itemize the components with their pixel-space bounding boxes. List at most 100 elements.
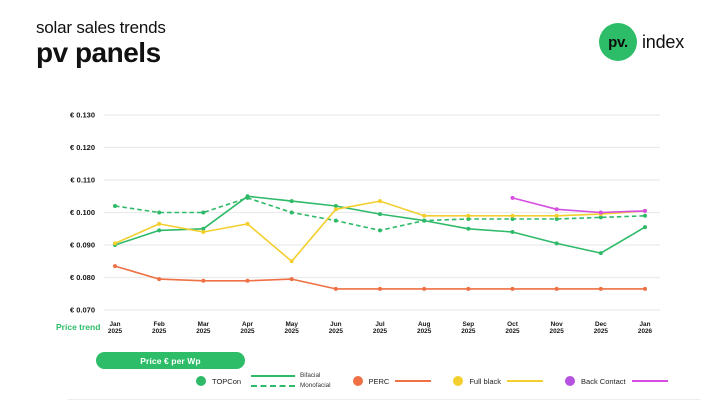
data-point-back-contact [554, 207, 559, 212]
data-point-back-contact [510, 195, 515, 200]
data-point-topcon-monofacial [289, 210, 294, 215]
data-point-full-black [466, 213, 471, 218]
data-point-topcon-bifacial [157, 228, 162, 233]
data-point-perc [157, 277, 162, 282]
data-point-perc [554, 286, 559, 291]
variant-bifacial: Bifacial [251, 372, 330, 379]
x-tick-label: Apr 2025 [240, 321, 255, 335]
data-point-back-contact [643, 208, 647, 213]
y-tick-label: € 0.100 [70, 208, 95, 217]
data-point-topcon-bifacial [333, 204, 338, 208]
data-point-topcon-bifacial [289, 199, 294, 204]
data-point-perc [422, 286, 427, 291]
data-point-full-black [333, 207, 338, 212]
legend-label-back-contact: Back Contact [581, 376, 626, 386]
variant-label-monofacial: Monofacial [300, 382, 331, 390]
legend-item-back-contact: Back Contact [565, 376, 668, 387]
x-tick-label: Jan 2026 [638, 321, 653, 335]
x-tick-label: Jun 2025 [329, 321, 344, 335]
chart-legend: TOPCon Bifacial Monofacial PERC Full bla… [196, 372, 668, 390]
data-point-perc [201, 278, 206, 283]
price-trend-label: Price trend [56, 322, 101, 332]
y-tick-label: € 0.110 [70, 176, 95, 185]
x-tick-label: Jul 2025 [373, 321, 388, 335]
legend-item-full-black: Full black [453, 376, 544, 387]
monofacial-line-icon [251, 385, 296, 388]
data-point-perc [643, 286, 647, 291]
data-point-topcon-bifacial [598, 251, 603, 256]
data-point-topcon-monofacial [113, 204, 117, 208]
data-point-topcon-monofacial [245, 195, 250, 200]
legend-item-perc: PERC [352, 376, 432, 387]
data-point-topcon-monofacial [378, 228, 382, 233]
back-contact-dot-icon [565, 376, 576, 387]
data-point-full-black [245, 221, 250, 226]
data-point-perc [510, 286, 515, 291]
data-point-topcon-bifacial [466, 226, 471, 231]
data-point-topcon-bifacial [201, 226, 206, 231]
logo-name: index [642, 31, 685, 52]
data-point-topcon-monofacial [422, 218, 427, 223]
page-title: pv panels [36, 36, 161, 68]
data-point-full-black [510, 213, 515, 218]
brand-logo: pv. index [599, 23, 684, 61]
full-black-line-icon [507, 380, 544, 383]
data-point-perc [113, 264, 117, 269]
x-tick-label: Feb 2025 [152, 321, 167, 335]
data-point-topcon-bifacial [554, 241, 559, 246]
x-tick-label: Dec 2025 [594, 321, 609, 335]
full-black-dot-icon [453, 376, 464, 387]
x-tick-label: May 2025 [285, 321, 300, 335]
logo-mark: pv. [608, 33, 628, 51]
data-point-full-black [554, 213, 559, 218]
perc-dot-icon [352, 376, 363, 387]
data-point-topcon-monofacial [466, 217, 471, 221]
data-point-topcon-monofacial [157, 210, 162, 215]
price-unit-button[interactable]: Price € per Wp [96, 352, 245, 369]
legend-label-full-black: Full black [469, 376, 502, 386]
data-point-topcon-monofacial [598, 215, 603, 220]
x-tick-label: Aug 2025 [417, 321, 432, 335]
data-point-topcon-bifacial [643, 225, 647, 230]
data-point-perc [466, 286, 471, 291]
y-tick-label: € 0.090 [70, 241, 95, 250]
data-point-topcon-monofacial [643, 213, 647, 218]
data-point-full-black [422, 213, 427, 218]
data-point-topcon-monofacial [554, 217, 559, 221]
data-point-topcon-bifacial [378, 212, 382, 217]
legend-label-perc: PERC [368, 376, 390, 386]
y-tick-label: € 0.070 [70, 306, 95, 315]
data-point-perc [378, 286, 382, 291]
data-point-topcon-monofacial [201, 210, 206, 215]
x-tick-label: Jan 2025 [108, 321, 123, 335]
series-line-back-contact [512, 197, 646, 214]
data-point-full-black [378, 199, 382, 204]
data-point-topcon-monofacial [510, 217, 515, 221]
perc-line-icon [395, 380, 432, 383]
x-tick-label: Sep 2025 [461, 321, 476, 335]
back-contact-line-icon [631, 380, 668, 383]
data-point-full-black [201, 230, 206, 234]
logo-circle-icon: pv. [599, 23, 637, 61]
data-point-perc [245, 278, 250, 283]
data-point-perc [289, 277, 294, 282]
data-point-topcon-monofacial [333, 218, 338, 223]
x-tick-label: Oct 2025 [505, 321, 520, 335]
data-point-full-black [113, 241, 117, 246]
legend-item-topcon: TOPCon Bifacial Monofacial [196, 372, 331, 390]
x-tick-label: Mar 2025 [196, 321, 211, 335]
topcon-variants: Bifacial Monofacial [251, 372, 331, 390]
data-point-full-black [157, 221, 162, 226]
data-point-perc [333, 286, 338, 291]
data-point-full-black [289, 259, 294, 264]
page-header: solar sales trends pv panels [36, 18, 166, 67]
data-point-perc [598, 286, 603, 291]
y-tick-label: € 0.130 [70, 111, 95, 120]
variant-monofacial: Monofacial [251, 382, 331, 390]
header-subtitle: solar sales trends [36, 18, 166, 37]
bottom-divider [68, 399, 700, 400]
y-tick-label: € 0.120 [70, 143, 95, 152]
data-point-back-contact [598, 210, 603, 215]
data-point-topcon-bifacial [510, 230, 515, 234]
